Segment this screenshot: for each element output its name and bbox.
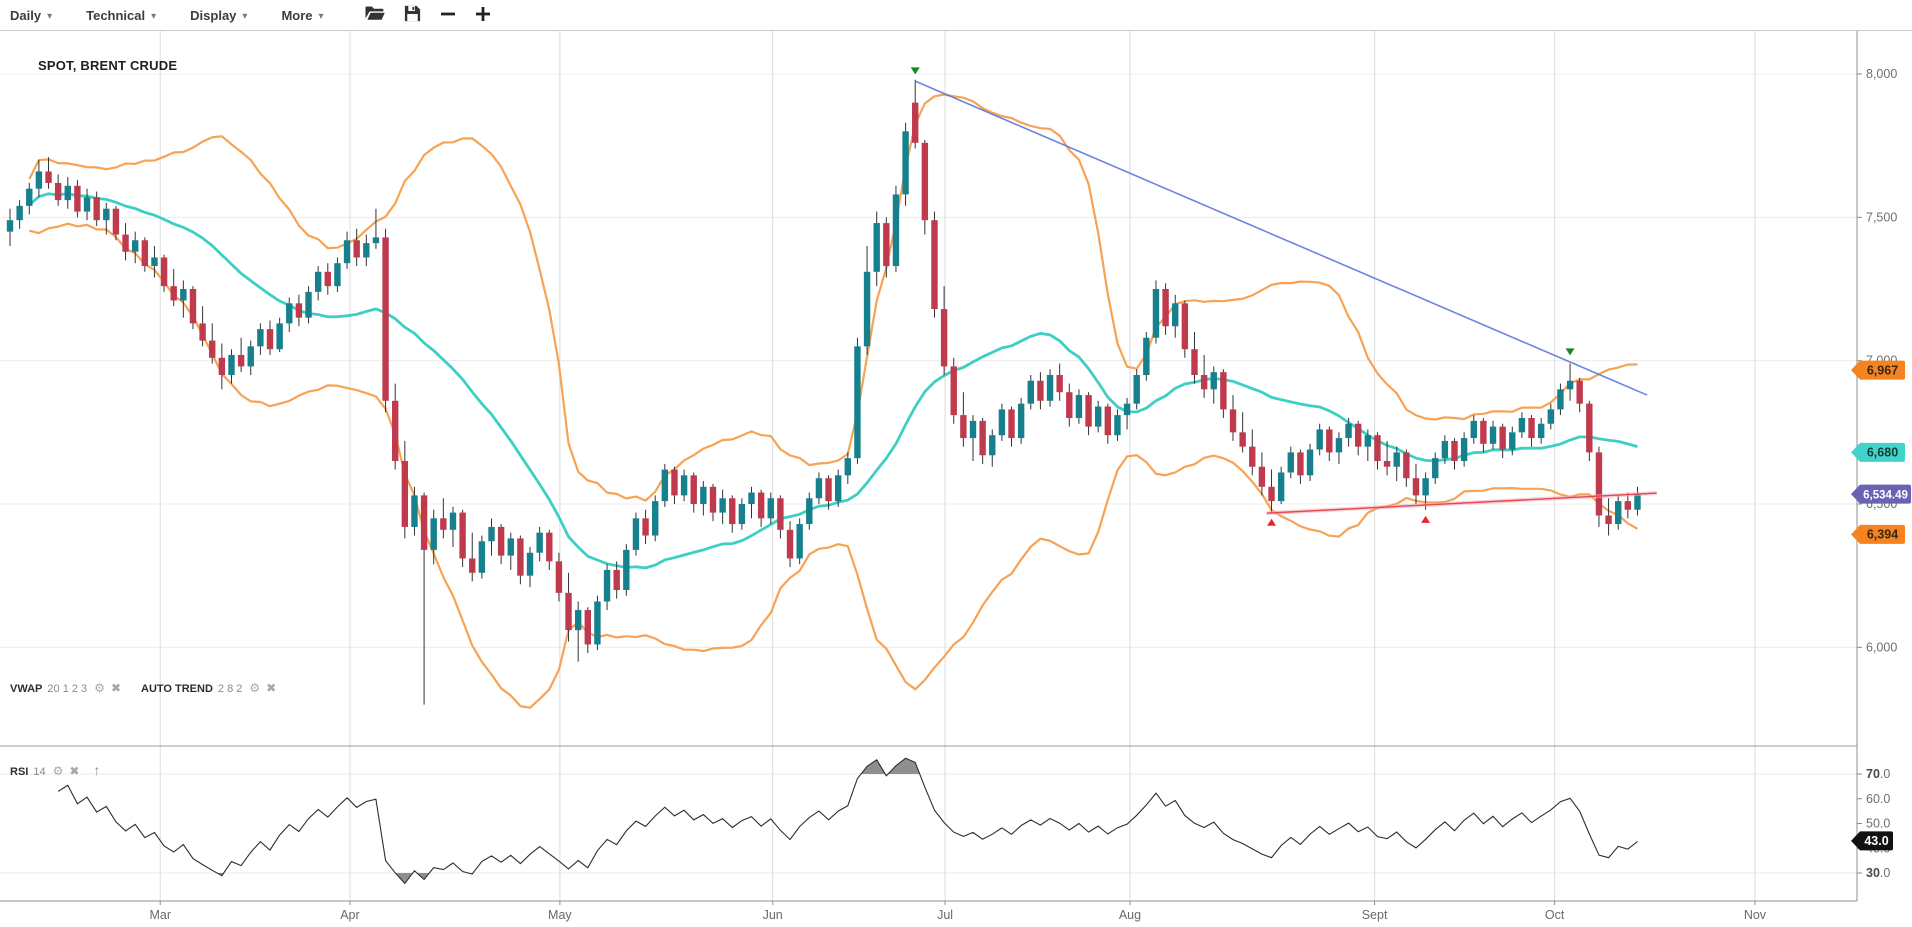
- toolbar: Daily ▾ Technical ▾ Display ▾ More ▾: [0, 0, 1912, 31]
- vwap-remove-icon[interactable]: ✖: [110, 681, 121, 695]
- last-price-tag-label: 6,534.49: [1863, 489, 1908, 501]
- menu-display-label: Display: [190, 7, 237, 23]
- plus-icon: [474, 5, 492, 26]
- floppy-save-icon: [403, 4, 422, 26]
- rsi-remove-icon[interactable]: ✖: [69, 764, 80, 778]
- month-label: Aug: [1119, 908, 1141, 922]
- menu-daily-label: Daily: [10, 7, 42, 23]
- zoom-in-button[interactable]: [474, 5, 492, 26]
- rsi-pane: [57, 757, 1638, 885]
- rsi-oversold-fill: [416, 873, 430, 880]
- vwap-legend-name: VWAP: [10, 683, 43, 695]
- chevron-down-icon: ▾: [151, 10, 157, 22]
- autotrend-settings-gear-icon[interactable]: ⚙: [249, 681, 261, 695]
- month-label: Mar: [149, 908, 171, 922]
- vwap-settings-gear-icon[interactable]: ⚙: [94, 681, 105, 695]
- indicator-legend: VWAP 20 1 2 3 ⚙ ✖ AUTO TREND 2 8 2 ⚙ ✖: [10, 681, 282, 695]
- rsi-current-tag: [1851, 831, 1893, 851]
- chevron-down-icon: ▾: [47, 10, 53, 22]
- chevron-down-icon: ▾: [318, 10, 324, 22]
- menu-more[interactable]: More ▾: [281, 8, 323, 23]
- folder-open-icon: [364, 4, 386, 26]
- candlestick-series: [6, 79, 1641, 705]
- band-lower-tag-label: 6,394: [1867, 528, 1898, 542]
- autotrend-remove-icon[interactable]: ✖: [266, 681, 277, 695]
- price-axis-tags: 6,967 6,680 6,534.49 6,394 43.0: [1851, 360, 1911, 851]
- rsi-tick-label: 50.0: [1866, 817, 1890, 831]
- rsi-move-up-icon[interactable]: ↑: [93, 762, 101, 778]
- save-chart-button[interactable]: [403, 4, 422, 26]
- triangle-up-marker: [1421, 515, 1431, 523]
- rsi-oversold-fill: [395, 873, 413, 884]
- auto-trend-resistance: [914, 80, 1648, 396]
- band-upper-tag: [1851, 360, 1905, 380]
- band-lower-tag: [1851, 524, 1905, 544]
- triangle-up-marker: [1267, 518, 1277, 526]
- rsi-legend: RSI 14 ⚙ ✖ ↑: [10, 762, 100, 778]
- grid-lines: [0, 31, 1857, 901]
- price-tick-label: 8,000: [1866, 67, 1897, 81]
- vwap-mid-tag: [1851, 442, 1905, 462]
- month-label: May: [548, 908, 572, 922]
- autotrend-legend-name: AUTO TREND: [141, 683, 213, 695]
- rsi-legend-param: 14: [33, 766, 46, 778]
- auto-trend-support: [1266, 492, 1657, 514]
- price-axis-labels: 8,0007,5007,0006,5006,00070.060.050.040.…: [1857, 67, 1897, 880]
- rsi-tick-label: 60.0: [1866, 792, 1890, 806]
- price-chart-canvas[interactable]: 8,0007,5007,0006,5006,00070.060.050.040.…: [0, 31, 1912, 927]
- vwap-upper-band: [28, 93, 1638, 502]
- menu-display[interactable]: Display ▾: [190, 8, 247, 23]
- month-label: Nov: [1744, 908, 1767, 922]
- chevron-down-icon: ▾: [242, 10, 248, 22]
- month-label: Jun: [763, 908, 783, 922]
- rsi-overbought-fill: [888, 758, 920, 774]
- menu-technical-label: Technical: [86, 7, 146, 23]
- menu-technical[interactable]: Technical ▾: [86, 8, 156, 23]
- vwap-bands: [28, 93, 1639, 709]
- triangle-down-marker: [910, 67, 920, 75]
- rsi-tick-label: 30.0: [1866, 866, 1890, 880]
- vwap-mid-line: [28, 192, 1638, 570]
- rsi-legend-name: RSI: [10, 766, 29, 778]
- open-chart-button[interactable]: [364, 4, 386, 26]
- last-price-tag: [1851, 484, 1911, 504]
- rsi-settings-gear-icon[interactable]: ⚙: [52, 764, 64, 778]
- band-upper-tag-label: 6,967: [1867, 363, 1898, 377]
- pivot-markers: [910, 67, 1575, 526]
- menu-daily[interactable]: Daily ▾: [10, 8, 52, 23]
- axes-frame: [0, 31, 1858, 902]
- toolbar-icon-group: [364, 4, 492, 26]
- triangle-down-marker: [1565, 348, 1575, 356]
- rsi-overbought-fill: [861, 759, 886, 774]
- zoom-out-button[interactable]: [439, 5, 457, 26]
- vwap-mid-tag-label: 6,680: [1867, 446, 1898, 460]
- trendlines: [914, 80, 1657, 516]
- minus-icon: [439, 5, 457, 26]
- chart-area: 8,0007,5007,0006,5006,00070.060.050.040.…: [0, 31, 1912, 927]
- rsi-tick-label: 70.0: [1866, 767, 1890, 781]
- time-axis-labels: Mar Apr May Jun Jul Aug Sept Oct Nov: [149, 901, 1767, 922]
- vwap-legend-params: 20 1 2 3: [47, 683, 88, 695]
- rsi-current-tag-label: 43.0: [1864, 834, 1888, 848]
- month-label: Sept: [1362, 908, 1388, 922]
- month-label: Apr: [340, 908, 359, 922]
- month-label: Oct: [1545, 908, 1565, 922]
- autotrend-legend-params: 2 8 2: [217, 683, 243, 695]
- month-label: Jul: [937, 908, 953, 922]
- menu-more-label: More: [281, 7, 313, 23]
- rsi-line: [57, 757, 1638, 885]
- price-tick-label: 7,500: [1866, 210, 1897, 224]
- vwap-lower-band: [29, 222, 1639, 709]
- price-tick-label: 6,000: [1866, 640, 1897, 654]
